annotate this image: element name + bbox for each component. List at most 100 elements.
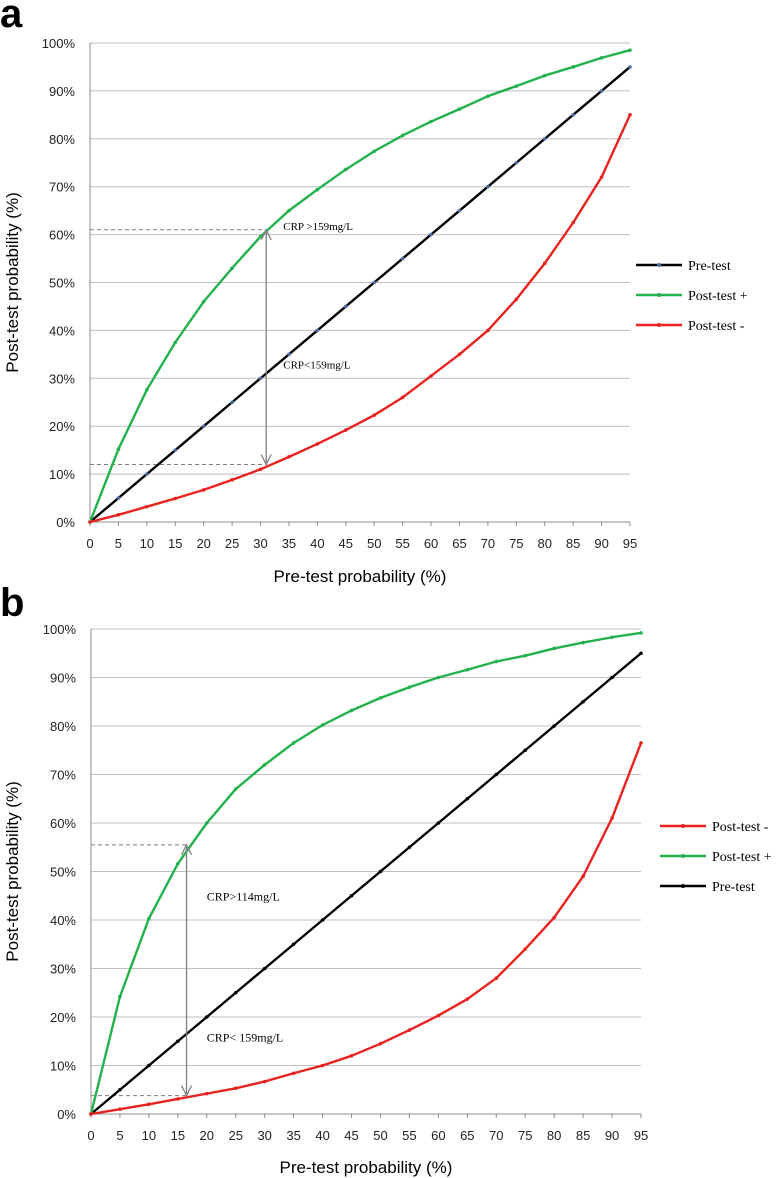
x-tick-label: 5 [116, 1128, 123, 1143]
data-point [173, 340, 178, 345]
data-point [552, 724, 556, 728]
data-point [429, 374, 433, 378]
data-point [407, 1028, 412, 1032]
data-point [147, 916, 151, 921]
data-point [552, 915, 556, 920]
series-line-pre-test [89, 66, 631, 523]
data-point [173, 496, 178, 501]
data-point [486, 184, 490, 189]
data-point [176, 861, 180, 866]
x-tick-label: 95 [634, 1128, 648, 1143]
y-tick-label: 30% [49, 371, 75, 386]
y-tick-label: 40% [49, 323, 75, 338]
y-tick-label: 60% [49, 228, 75, 243]
data-point [287, 208, 291, 213]
data-point [230, 478, 234, 482]
data-point [571, 65, 575, 69]
data-point [610, 675, 614, 680]
x-tick-label: 95 [623, 536, 637, 551]
panel-label-a: a [0, 0, 23, 36]
y-tick-label: 70% [50, 768, 76, 783]
legend-marker [681, 824, 685, 828]
x-tick-label: 10 [142, 1128, 156, 1143]
y-tick-label: 50% [50, 865, 76, 880]
x-tick-label: 5 [115, 536, 122, 551]
x-tick-label: 25 [229, 1128, 243, 1143]
data-point [494, 659, 499, 664]
data-point [436, 675, 441, 680]
arrow-head-down [180, 1085, 193, 1098]
data-point [610, 816, 614, 820]
x-tick-label: 40 [310, 536, 324, 551]
x-tick-label: 70 [489, 1128, 503, 1143]
data-point [378, 1041, 383, 1046]
x-tick-label: 35 [286, 1128, 300, 1143]
data-point [465, 667, 470, 672]
arrow-head-up [260, 228, 272, 241]
x-tick-label: 50 [367, 536, 381, 551]
x-tick-label: 45 [339, 536, 353, 551]
data-point [258, 467, 263, 472]
x-tick-label: 35 [282, 536, 296, 551]
x-tick-label: 85 [576, 1128, 590, 1143]
x-tick-label: 80 [538, 536, 552, 551]
x-tick-label: 40 [315, 1128, 329, 1143]
series-line-post-test [88, 49, 631, 523]
annotation-label: CRP >159mg/L [283, 221, 353, 233]
x-tick-label: 50 [373, 1128, 387, 1143]
data-point [494, 772, 499, 777]
data-point [258, 376, 263, 381]
y-tick-label: 10% [50, 1059, 76, 1074]
legend-label: Pre-test [712, 880, 755, 895]
data-point [429, 119, 433, 124]
legend-marker [657, 293, 661, 297]
data-point [176, 1039, 180, 1044]
data-point [400, 256, 405, 261]
data-point [523, 947, 528, 951]
data-point [233, 1086, 238, 1091]
data-point [372, 149, 377, 154]
data-point [400, 395, 405, 400]
annotation-label: CRP< 159mg/L [207, 1030, 283, 1044]
data-point [378, 869, 383, 874]
data-point [599, 175, 604, 179]
data-point [88, 520, 92, 524]
y-tick-label: 20% [50, 1010, 76, 1025]
data-point [581, 640, 585, 645]
series-line-post-test [89, 114, 632, 524]
y-tick-label: 0% [57, 1107, 76, 1122]
data-point [315, 442, 320, 446]
data-point [542, 73, 547, 78]
data-point [287, 455, 291, 459]
chart-panel-b: b 0% 10% 20% 30% 40% 50% 60% 70% 80% 90% 100% 0 5 10 1… [0, 581, 780, 1178]
data-point [89, 1112, 93, 1116]
data-point [118, 1087, 122, 1092]
data-point [400, 133, 405, 138]
data-point [407, 685, 412, 689]
x-tick-label: 15 [168, 536, 182, 551]
series-line-pre-test [90, 652, 642, 1115]
y-tick-label: 80% [50, 719, 76, 734]
series-line-post-test [90, 742, 643, 1116]
data-point [610, 635, 614, 640]
legend-label: Post-test + [712, 850, 772, 865]
data-point [407, 845, 412, 850]
data-point [494, 976, 499, 980]
data-point [514, 160, 519, 165]
data-point [542, 137, 547, 141]
data-point [571, 220, 575, 225]
data-point [116, 447, 121, 451]
data-point [233, 990, 238, 995]
legend-marker [657, 263, 661, 267]
data-point [201, 299, 206, 304]
y-tick-label: 0% [56, 515, 75, 530]
data-point [457, 352, 462, 357]
x-tick-label: 70 [481, 536, 495, 551]
data-point [204, 821, 209, 825]
data-point [436, 1013, 441, 1018]
annotation-label: CRP<159mg/L [283, 360, 351, 372]
data-point [320, 1063, 325, 1068]
data-point [349, 708, 354, 713]
y-tick-label: 20% [49, 419, 75, 434]
data-point [320, 723, 325, 727]
